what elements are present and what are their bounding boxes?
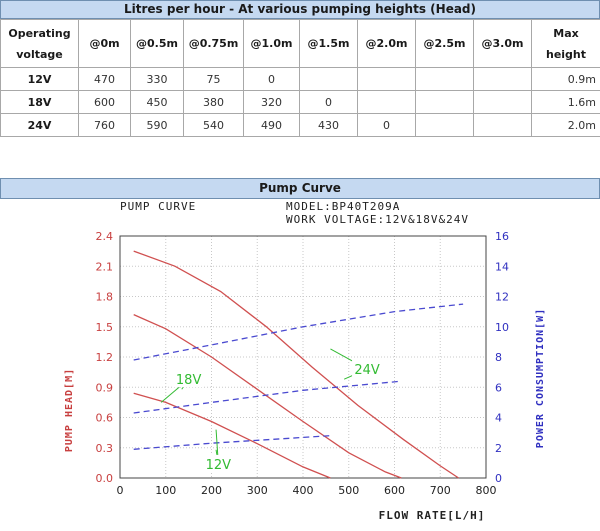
flow-cell: 490 xyxy=(243,113,300,137)
flow-cell xyxy=(299,67,358,91)
head-curve-18v xyxy=(133,314,402,479)
y-right-tick-label: 8 xyxy=(495,351,502,364)
header-operating-voltage: Operating voltage xyxy=(0,19,79,68)
y-right-tick-label: 4 xyxy=(495,412,502,425)
x-tick-label: 200 xyxy=(201,484,222,497)
y-right-tick-label: 6 xyxy=(495,381,502,394)
y-right-tick-label: 14 xyxy=(495,260,509,273)
power-curve-24v xyxy=(133,303,464,361)
flow-cell: 430 xyxy=(299,113,358,137)
y-left-tick-label: 1.2 xyxy=(96,351,114,364)
table-header-row: Operating voltage @0m @0.5m @0.75m @1.0m … xyxy=(0,19,600,68)
header-head: @3.0m xyxy=(473,19,532,68)
x-tick-label: 100 xyxy=(155,484,176,497)
callout-label-12v: 12V xyxy=(206,458,232,473)
flow-cell: 380 xyxy=(183,90,244,114)
head-curve-24v xyxy=(133,250,459,479)
x-tick-label: 0 xyxy=(117,484,124,497)
y-left-tick-label: 2.4 xyxy=(96,230,114,243)
max-height-cell: 0.9m xyxy=(531,67,600,91)
flow-cell xyxy=(415,90,474,114)
voltage-cell: 12V xyxy=(0,67,79,91)
chart-model: MODEL:BP40T209A xyxy=(286,200,400,213)
header-head: @0.75m xyxy=(183,19,244,68)
table-row: 12V 470 330 75 0 0.9m xyxy=(0,67,600,91)
flow-cell xyxy=(357,67,416,91)
flow-cell xyxy=(415,113,474,137)
axes: 0 100 200 300 400 500 600 700 8000.00.30.60.91.2… xyxy=(96,230,510,497)
y-right-tick-label: 0 xyxy=(495,472,502,485)
x-tick-label: 800 xyxy=(476,484,497,497)
table-row: 18V 600 450 380 320 0 1.6m xyxy=(0,90,600,114)
flow-cell: 540 xyxy=(183,113,244,137)
y-left-tick-label: 0.6 xyxy=(96,412,114,425)
header-max-height: Max height xyxy=(531,19,600,68)
y-left-tick-label: 0.0 xyxy=(96,472,114,485)
y-axis-label-right: POWER CONSUMPTION[W] xyxy=(535,308,546,448)
flow-cell xyxy=(415,67,474,91)
flow-cell: 450 xyxy=(130,90,184,114)
y-left-tick-label: 2.1 xyxy=(96,260,114,273)
series xyxy=(133,250,464,479)
callout-label-18v: 18V xyxy=(176,373,202,388)
y-right-tick-label: 2 xyxy=(495,442,502,455)
flow-cell: 0 xyxy=(357,113,416,137)
flow-rate-table: Operating voltage @0m @0.5m @0.75m @1.0m … xyxy=(0,19,600,137)
callout-label-24v: 24V xyxy=(354,363,380,378)
max-height-cell: 1.6m xyxy=(531,90,600,114)
header-head: @2.5m xyxy=(415,19,474,68)
voltage-cell: 18V xyxy=(0,90,79,114)
pump-curve-title: Pump Curve xyxy=(0,178,600,199)
y-left-tick-label: 0.9 xyxy=(96,381,114,394)
x-tick-label: 700 xyxy=(430,484,451,497)
callout-bg-12v xyxy=(203,454,234,472)
x-tick-label: 500 xyxy=(338,484,359,497)
flow-cell: 470 xyxy=(78,67,131,91)
voltage-cell: 24V xyxy=(0,113,79,137)
callout-bg-24v xyxy=(352,360,383,378)
x-tick-label: 300 xyxy=(247,484,268,497)
flow-cell: 330 xyxy=(130,67,184,91)
flow-cell xyxy=(473,113,532,137)
power-curve-18v xyxy=(133,380,402,414)
flow-cell xyxy=(473,67,532,91)
pump-curve-chart: PUMP CURVE MODEL:BP40T209A WORK VOLTAGE:… xyxy=(64,200,546,522)
y-left-tick-label: 1.8 xyxy=(96,291,114,304)
y-axis-label-left: PUMP HEAD[M] xyxy=(64,368,75,452)
callouts: 24V 18V 12V xyxy=(160,348,383,473)
flow-cell xyxy=(473,90,532,114)
header-head: @0.5m xyxy=(130,19,184,68)
max-height-cell: 2.0m xyxy=(531,113,600,137)
flow-cell: 0 xyxy=(243,67,300,91)
flow-cell: 320 xyxy=(243,90,300,114)
header-head: @1.0m xyxy=(243,19,300,68)
head-curve-12v xyxy=(133,392,331,479)
table-row: 24V 760 590 540 490 430 0 2.0m xyxy=(0,113,600,137)
flow-cell: 0 xyxy=(299,90,358,114)
flow-cell: 590 xyxy=(130,113,184,137)
chart-title: PUMP CURVE xyxy=(120,200,196,213)
y-left-tick-label: 0.3 xyxy=(96,442,114,455)
table-title: Litres per hour - At various pumping hei… xyxy=(0,0,600,19)
plot-frame xyxy=(119,235,487,479)
x-axis-label: FLOW RATE[L/H] xyxy=(379,509,486,522)
chart-work-voltage: WORK VOLTAGE:12V&18V&24V xyxy=(286,213,469,226)
y-right-tick-label: 12 xyxy=(495,291,509,304)
header-head: @1.5m xyxy=(299,19,358,68)
callout-bg-18v xyxy=(173,370,204,388)
x-tick-label: 400 xyxy=(293,484,314,497)
y-right-tick-label: 10 xyxy=(495,321,509,334)
y-right-tick-label: 16 xyxy=(495,230,509,243)
x-tick-label: 600 xyxy=(384,484,405,497)
flow-cell xyxy=(357,90,416,114)
header-head: @0m xyxy=(78,19,131,68)
flow-cell: 600 xyxy=(78,90,131,114)
flow-cell: 760 xyxy=(78,113,131,137)
y-left-tick-label: 1.5 xyxy=(96,321,114,334)
grid xyxy=(119,235,487,479)
flow-cell: 75 xyxy=(183,67,244,91)
header-head: @2.0m xyxy=(357,19,416,68)
